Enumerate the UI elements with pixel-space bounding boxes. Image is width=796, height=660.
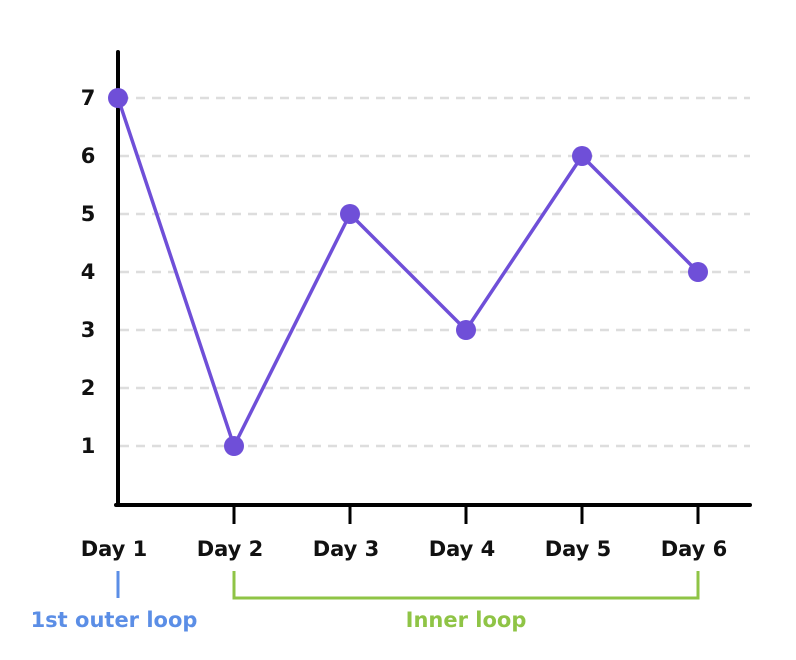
gridlines [120, 96, 750, 448]
x-tick-label: Day 6 [661, 537, 728, 561]
x-tick-label: Day 3 [313, 537, 380, 561]
data-point-day-2 [224, 436, 244, 456]
data-point-day-6 [688, 262, 708, 282]
y-tick-label: 1 [81, 434, 96, 458]
y-axis-ticks: 1 2 3 4 5 6 7 [81, 86, 96, 458]
x-tick-label: Day 1 [81, 537, 148, 561]
y-tick-label: 4 [81, 260, 96, 284]
annotation-1st-outer-loop: 1st outer loop [31, 571, 198, 632]
y-tick-label: 6 [81, 144, 96, 168]
data-point-day-3 [340, 204, 360, 224]
x-axis-ticks: Day 1 Day 2 Day 3 Day 4 Day 5 Day 6 [81, 505, 728, 561]
y-tick-label: 7 [81, 86, 96, 110]
annotation-bracket [232, 571, 700, 600]
loop-annotations: 1st outer loop Inner loop [31, 571, 700, 632]
x-tick-label: Day 4 [429, 537, 496, 561]
series-layer [108, 88, 708, 456]
axes [114, 50, 752, 507]
data-point-day-1 [108, 88, 128, 108]
series-line [116, 97, 700, 448]
data-point-day-4 [456, 320, 476, 340]
y-tick-label: 3 [81, 318, 96, 342]
annotation-inner-loop: Inner loop [232, 571, 700, 632]
y-tick-label: 5 [81, 202, 96, 226]
y-tick-label: 2 [81, 376, 96, 400]
annotation-label: Inner loop [406, 608, 527, 632]
x-tick-label: Day 5 [545, 537, 612, 561]
x-tick-label: Day 2 [197, 537, 264, 561]
data-point-day-5 [572, 146, 592, 166]
annotation-label: 1st outer loop [31, 608, 198, 632]
